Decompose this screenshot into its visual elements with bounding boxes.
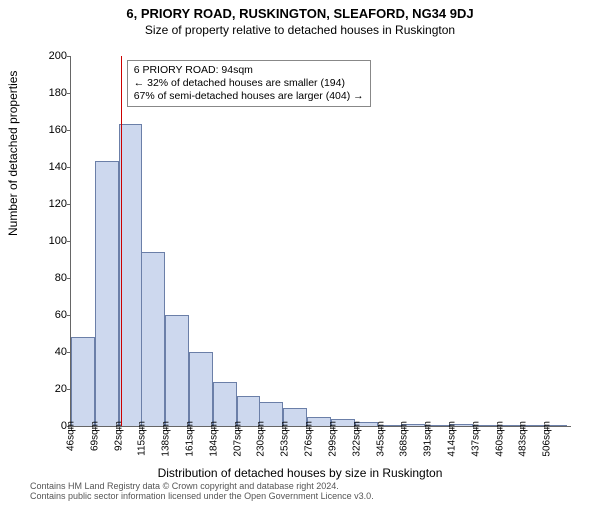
x-tick-label: 483sqm <box>518 421 529 457</box>
chart-title-sub: Size of property relative to detached ho… <box>0 23 600 37</box>
y-tick-mark <box>67 167 71 168</box>
annotation-line2: ← 32% of detached houses are smaller (19… <box>134 77 364 90</box>
histogram-bar <box>119 124 143 426</box>
chart-area: 02040608010012014016018020046sqm69sqm92s… <box>60 56 570 426</box>
x-tick-label: 115sqm <box>137 421 148 456</box>
marker-line <box>121 56 122 426</box>
x-axis-label: Distribution of detached houses by size … <box>0 466 600 480</box>
y-tick-mark <box>67 56 71 57</box>
chart-container: 6, PRIORY ROAD, RUSKINGTON, SLEAFORD, NG… <box>0 6 600 506</box>
histogram-bar <box>213 382 237 426</box>
y-tick-label: 0 <box>35 420 67 432</box>
x-tick-label: 184sqm <box>208 421 219 457</box>
plot-region: 02040608010012014016018020046sqm69sqm92s… <box>70 56 571 427</box>
y-tick-mark <box>67 278 71 279</box>
annotation-line3: 67% of semi-detached houses are larger (… <box>134 90 364 103</box>
x-tick-label: 69sqm <box>89 421 100 451</box>
x-tick-label: 299sqm <box>327 421 338 457</box>
y-tick-label: 120 <box>35 198 67 210</box>
x-tick-label: 414sqm <box>446 421 457 457</box>
y-tick-label: 60 <box>35 309 67 321</box>
x-tick-label: 437sqm <box>470 421 481 457</box>
x-tick-label: 345sqm <box>375 421 386 457</box>
x-tick-label: 138sqm <box>161 421 172 457</box>
x-tick-label: 161sqm <box>185 421 196 457</box>
histogram-bar <box>95 161 119 426</box>
x-tick-label: 391sqm <box>423 421 434 457</box>
footer-attribution: Contains HM Land Registry data © Crown c… <box>30 482 374 502</box>
y-axis-label: Number of detached properties <box>6 71 20 236</box>
y-tick-mark <box>67 241 71 242</box>
x-tick-label: 230sqm <box>256 421 267 457</box>
x-tick-label: 460sqm <box>494 421 505 457</box>
x-tick-label: 46sqm <box>66 421 77 451</box>
footer-line2: Contains public sector information licen… <box>30 492 374 502</box>
histogram-bar <box>189 352 213 426</box>
y-tick-label: 160 <box>35 124 67 136</box>
histogram-bar <box>141 252 165 426</box>
x-tick-label: 368sqm <box>399 421 410 457</box>
y-tick-label: 140 <box>35 161 67 173</box>
x-tick-label: 207sqm <box>232 421 243 457</box>
annotation-box: 6 PRIORY ROAD: 94sqm← 32% of detached ho… <box>127 60 371 107</box>
y-tick-mark <box>67 130 71 131</box>
x-tick-label: 322sqm <box>351 421 362 457</box>
y-tick-mark <box>67 93 71 94</box>
y-tick-label: 40 <box>35 346 67 358</box>
x-tick-label: 253sqm <box>280 421 291 457</box>
y-tick-label: 200 <box>35 50 67 62</box>
chart-title-main: 6, PRIORY ROAD, RUSKINGTON, SLEAFORD, NG… <box>0 6 600 21</box>
x-tick-label: 506sqm <box>542 421 553 457</box>
x-tick-label: 276sqm <box>304 421 315 457</box>
annotation-line1: 6 PRIORY ROAD: 94sqm <box>134 64 364 77</box>
histogram-bar <box>71 337 95 426</box>
histogram-bar <box>165 315 189 426</box>
y-tick-label: 80 <box>35 272 67 284</box>
y-tick-label: 180 <box>35 87 67 99</box>
y-tick-label: 100 <box>35 235 67 247</box>
y-tick-mark <box>67 204 71 205</box>
x-tick-label: 92sqm <box>113 421 124 451</box>
y-tick-mark <box>67 315 71 316</box>
y-tick-label: 20 <box>35 383 67 395</box>
